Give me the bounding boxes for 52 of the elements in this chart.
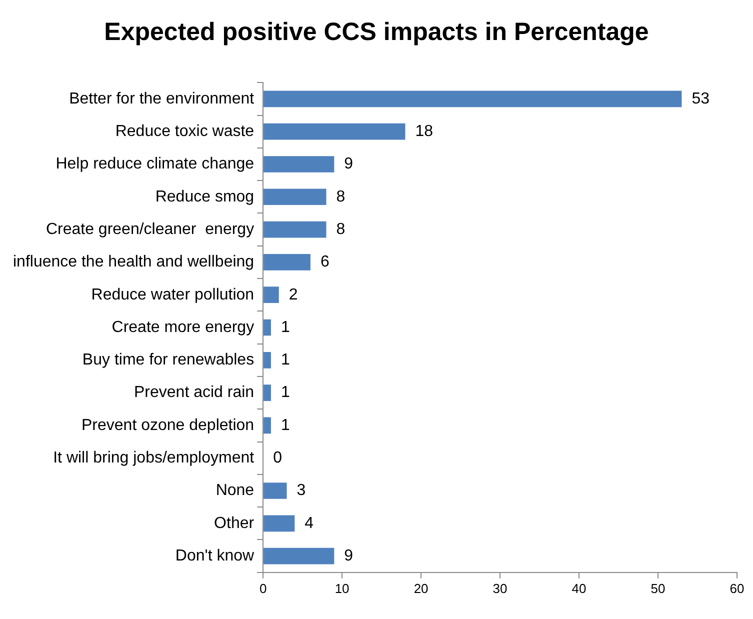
bar <box>264 286 279 304</box>
y-tick-label: Reduce water pollution <box>91 286 254 304</box>
y-tick-label: Create more energy <box>112 318 254 336</box>
bar <box>264 156 334 172</box>
data-label: 18 <box>415 122 434 140</box>
bar <box>264 319 271 336</box>
data-label: 53 <box>692 90 710 108</box>
x-tick-label: 30 <box>492 580 508 596</box>
bar <box>264 548 334 564</box>
y-tick-label: None <box>216 482 254 500</box>
data-label: 9 <box>344 156 354 173</box>
y-tick-label: Reduce smog <box>155 188 254 206</box>
y-tick-label: Help reduce climate change <box>56 156 254 173</box>
y-tick-label: Reduce toxic waste <box>115 122 254 140</box>
y-tick-label: influence the health and wellbeing <box>12 254 254 271</box>
bar <box>264 188 326 206</box>
bar <box>264 417 271 434</box>
x-tick-label: 50 <box>650 580 666 596</box>
data-label: 1 <box>280 318 290 336</box>
data-label: 3 <box>296 482 306 500</box>
y-tick-label: Create green/cleaner energy <box>46 220 254 238</box>
y-tick-label: Other <box>214 514 255 532</box>
bar <box>264 254 310 270</box>
data-label: 1 <box>280 352 290 369</box>
data-label: 6 <box>320 254 330 271</box>
y-tick-label: Better for the environment <box>69 90 255 108</box>
data-label: 9 <box>344 547 354 564</box>
chart-title: Expected positive CCS impacts in Percentage <box>103 18 650 47</box>
x-tick-label: 40 <box>572 580 586 596</box>
y-tick-label: Prevent ozone depletion <box>81 416 254 434</box>
y-tick-label: Buy time for renewables <box>82 352 254 369</box>
data-label: 1 <box>280 384 290 402</box>
bar <box>264 90 682 108</box>
data-label: 2 <box>288 286 298 304</box>
y-tick-label: It will bring jobs/employment <box>53 450 255 467</box>
bar <box>264 482 287 499</box>
data-label: 8 <box>336 188 346 206</box>
x-tick-label: 0 <box>259 580 267 596</box>
y-tick-label: Don't know <box>175 547 255 564</box>
bar <box>264 123 406 140</box>
data-label: 1 <box>280 416 290 434</box>
data-label: 8 <box>336 220 346 238</box>
data-label: 4 <box>304 514 314 532</box>
bar <box>264 352 271 368</box>
y-tick-label: Prevent acid rain <box>134 384 254 402</box>
bar <box>264 384 271 401</box>
x-tick-label: 20 <box>414 580 428 596</box>
bar <box>264 515 295 532</box>
bar <box>264 221 326 238</box>
data-label: 0 <box>273 450 282 467</box>
x-tick-label: 10 <box>334 580 350 596</box>
x-tick-label: 60 <box>730 580 744 596</box>
